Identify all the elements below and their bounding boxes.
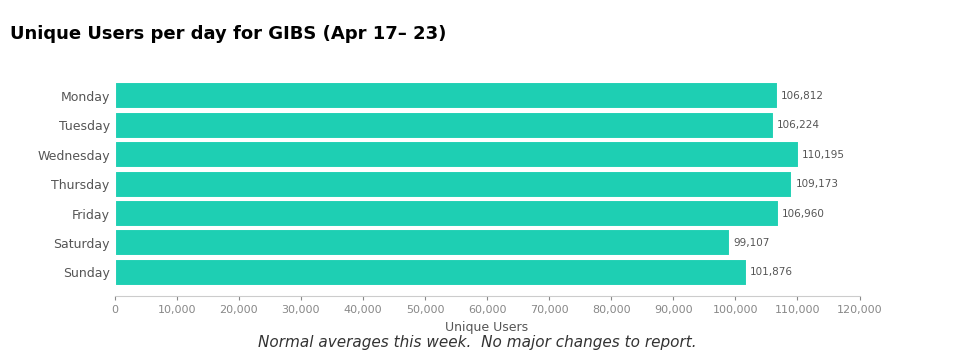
Text: 110,195: 110,195 bbox=[802, 150, 845, 160]
Text: 109,173: 109,173 bbox=[796, 179, 838, 189]
Bar bbox=[115, 259, 747, 286]
Text: 106,224: 106,224 bbox=[777, 120, 820, 130]
Text: 99,107: 99,107 bbox=[732, 238, 770, 248]
Bar bbox=[115, 112, 774, 139]
Text: Unique Users per day for GIBS (Apr 17– 23): Unique Users per day for GIBS (Apr 17– 2… bbox=[10, 25, 446, 43]
Text: 106,812: 106,812 bbox=[781, 91, 824, 101]
Bar bbox=[115, 171, 793, 197]
Bar bbox=[115, 229, 730, 256]
Bar bbox=[115, 200, 778, 227]
Text: 101,876: 101,876 bbox=[750, 268, 793, 277]
X-axis label: Unique Users: Unique Users bbox=[445, 321, 529, 334]
Bar bbox=[115, 141, 798, 168]
Bar bbox=[115, 82, 777, 109]
Text: Normal averages this week.  No major changes to report.: Normal averages this week. No major chan… bbox=[258, 335, 697, 350]
Text: 106,960: 106,960 bbox=[781, 209, 824, 218]
